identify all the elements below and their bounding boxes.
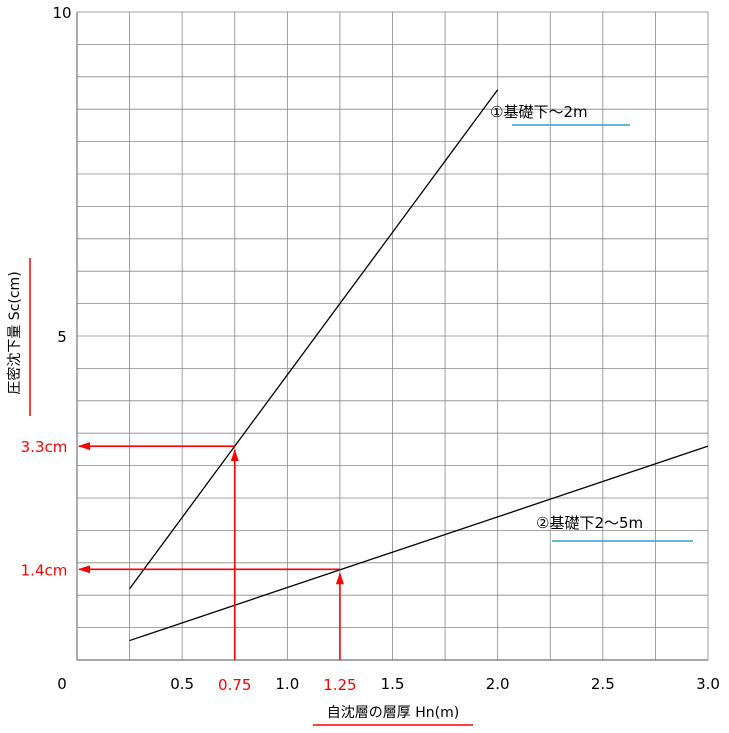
annotation-x-label-1: 0.75 (218, 676, 251, 694)
x-axis-label: 自沈層の層厚 Hn(m) (327, 705, 459, 721)
tick-labels: 0.5 1.0 1.5 2.0 2.5 3.0 0 5 10 (52, 4, 719, 693)
x-tick-label: 2.5 (591, 675, 615, 693)
annotation-y-label-1: 3.3cm (21, 438, 68, 456)
y-tick-label: 0 (57, 675, 67, 693)
series-lines (129, 89, 709, 642)
annotation-y-label-2: 1.4cm (21, 561, 68, 579)
x-tick-label: 1.5 (381, 675, 405, 693)
x-tick-label: 3.0 (696, 675, 720, 693)
series-name-label-2: ②基礎下2～5m (536, 514, 643, 532)
x-tick-label: 2.0 (486, 675, 510, 693)
series-name-label-1: ①基礎下～2m (490, 103, 588, 121)
labels: ①基礎下～2m ②基礎下2～5m 自沈層の層厚 Hn(m) 圧密沈下量 Sc(cm) (6, 103, 693, 726)
series-line-2 (129, 445, 709, 642)
series-line-1 (129, 89, 499, 590)
x-tick-label: 0.5 (170, 675, 194, 693)
annotation-x-label-2: 1.25 (323, 676, 356, 694)
y-axis-label: 圧密沈下量 Sc(cm) (6, 271, 23, 394)
x-tick-label: 1.0 (275, 675, 299, 693)
annotations: 3.3cm 0.75 1.4cm 1.25 (21, 438, 357, 694)
y-tick-label: 5 (57, 328, 67, 346)
grid (76, 11, 709, 661)
y-tick-label: 10 (52, 4, 71, 22)
